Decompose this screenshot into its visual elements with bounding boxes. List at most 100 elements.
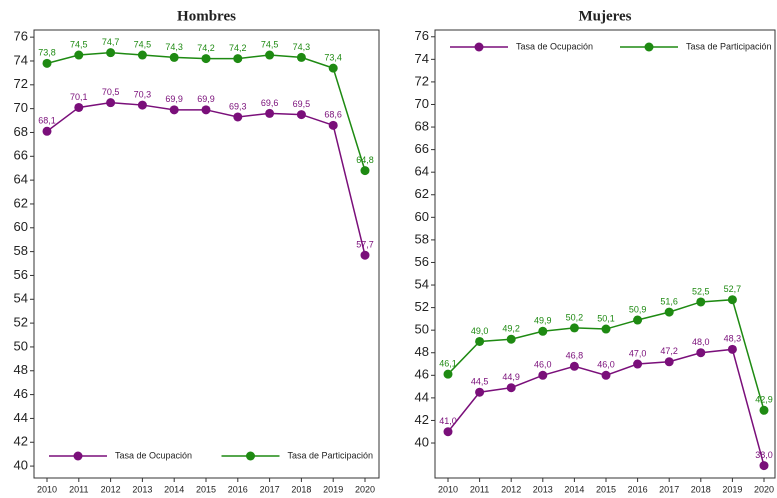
y-tick-label: 46 (415, 367, 429, 382)
x-tick-label: 2011 (69, 484, 88, 494)
value-label: 46,8 (566, 351, 584, 361)
y-tick-label: 76 (415, 28, 429, 43)
data-point (696, 348, 706, 358)
y-tick-label: 46 (14, 386, 28, 401)
chart-title: Mujeres (578, 8, 631, 24)
x-tick-label: 2017 (260, 484, 280, 494)
legend-label: Tasa de Ocupación (516, 41, 593, 51)
value-label: 47,0 (629, 348, 647, 358)
legend-marker (474, 42, 484, 52)
value-label: 38,0 (755, 450, 773, 460)
y-tick-label: 62 (14, 195, 28, 210)
data-point (601, 370, 611, 380)
x-tick-label: 2018 (691, 484, 711, 494)
value-label: 57,7 (356, 240, 374, 250)
value-label: 70,3 (134, 89, 152, 99)
y-tick-label: 74 (415, 51, 429, 66)
y-tick-label: 48 (14, 362, 28, 377)
y-tick-label: 50 (14, 338, 28, 353)
data-point (538, 370, 548, 380)
y-tick-label: 56 (14, 267, 28, 282)
data-point (538, 326, 548, 336)
y-tick-label: 58 (415, 231, 429, 246)
value-label: 46,0 (534, 360, 552, 370)
data-point (727, 295, 737, 305)
value-label: 44,5 (471, 377, 489, 387)
value-label: 50,9 (629, 304, 647, 314)
value-label: 52,7 (724, 284, 742, 294)
value-label: 42,9 (755, 395, 773, 405)
y-tick-label: 40 (415, 434, 429, 449)
data-point (328, 63, 338, 73)
data-point (233, 112, 243, 122)
data-point (265, 108, 275, 118)
data-point (601, 324, 611, 334)
value-label: 70,1 (70, 92, 88, 102)
data-point (296, 52, 306, 62)
y-tick-label: 70 (14, 100, 28, 115)
series-line (46, 101, 366, 256)
x-tick-label: 2014 (564, 484, 584, 494)
value-label: 73,8 (38, 48, 56, 58)
data-point (633, 359, 643, 369)
data-point (506, 383, 516, 393)
data-point (633, 315, 643, 325)
x-tick-label: 2011 (470, 484, 489, 494)
value-label: 64,8 (356, 155, 374, 165)
value-label: 74,3 (165, 42, 183, 52)
data-point (74, 102, 84, 112)
data-point (201, 54, 211, 64)
value-label: 68,1 (38, 116, 56, 126)
chart-title: Hombres (177, 8, 236, 24)
value-label: 49,0 (471, 326, 489, 336)
x-tick-label: 2020 (754, 484, 774, 494)
data-point (201, 105, 211, 115)
x-tick-label: 2017 (659, 484, 679, 494)
data-point (328, 120, 338, 130)
value-label: 41,0 (439, 416, 457, 426)
data-point (664, 307, 674, 317)
y-tick-label: 64 (14, 172, 28, 187)
value-label: 74,5 (261, 39, 279, 49)
y-tick-label: 48 (415, 344, 429, 359)
legend-label: Tasa de Participación (686, 41, 772, 51)
y-tick-label: 66 (415, 141, 429, 156)
value-label: 50,2 (566, 312, 584, 322)
legend-label: Tasa de Ocupación (115, 450, 192, 460)
y-tick-label: 76 (14, 29, 28, 44)
x-tick-label: 2016 (228, 484, 248, 494)
value-label: 68,6 (324, 110, 342, 120)
data-point (475, 387, 485, 397)
x-tick-label: 2013 (132, 484, 152, 494)
data-point (759, 405, 769, 415)
data-point (360, 166, 370, 176)
data-point (137, 50, 147, 60)
legend-marker (644, 42, 654, 52)
value-label: 69,9 (197, 94, 215, 104)
data-point (265, 50, 275, 60)
data-point (569, 323, 579, 333)
y-tick-label: 68 (14, 124, 28, 139)
value-label: 48,3 (724, 334, 742, 344)
value-label: 69,6 (261, 98, 279, 108)
value-label: 47,2 (660, 346, 678, 356)
value-label: 50,1 (597, 313, 615, 323)
data-point (759, 461, 769, 471)
y-tick-label: 68 (415, 118, 429, 133)
value-label: 69,9 (165, 94, 183, 104)
x-tick-label: 2012 (101, 484, 121, 494)
value-label: 48,0 (692, 337, 710, 347)
value-label: 49,9 (534, 316, 552, 326)
y-tick-label: 40 (14, 458, 28, 473)
y-tick-label: 52 (14, 315, 28, 330)
y-tick-label: 62 (415, 186, 429, 201)
y-tick-label: 60 (415, 209, 429, 224)
x-tick-label: 2015 (596, 484, 616, 494)
value-label: 69,5 (293, 99, 311, 109)
y-tick-label: 42 (14, 434, 28, 449)
x-tick-label: 2019 (323, 484, 343, 494)
legend-marker (73, 451, 83, 461)
x-tick-label: 2015 (196, 484, 216, 494)
value-label: 73,4 (324, 53, 342, 63)
